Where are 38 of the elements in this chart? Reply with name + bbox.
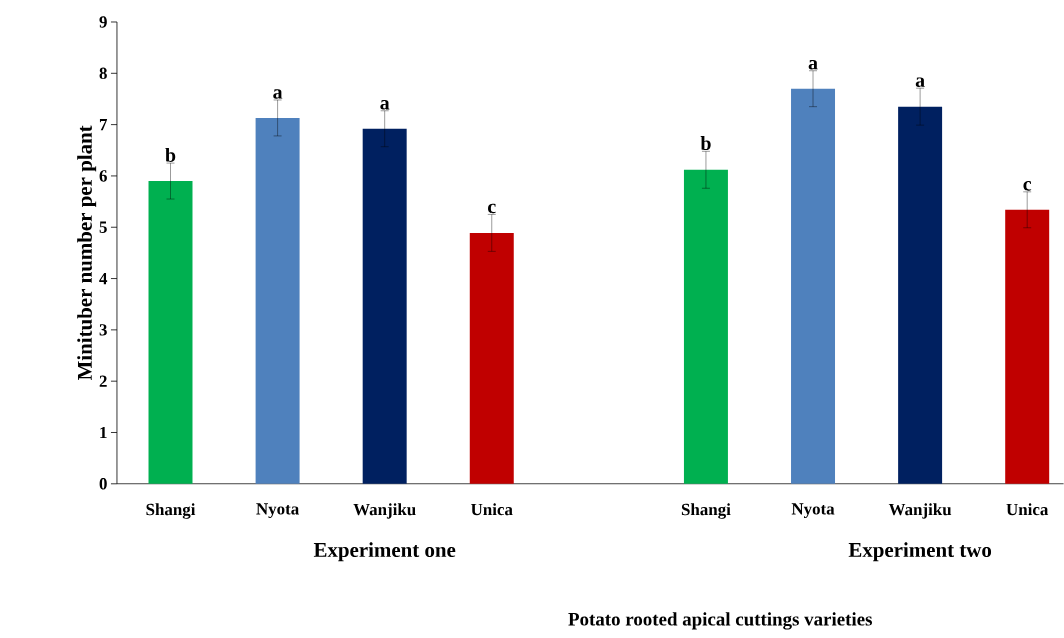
y-tick-label: 0 xyxy=(99,478,107,490)
bar xyxy=(1005,209,1050,484)
x-tick-label: Nyota xyxy=(256,503,299,519)
bar xyxy=(683,169,728,484)
bar xyxy=(791,88,836,484)
annotation: a xyxy=(808,60,818,70)
x-tick-label: Nyota xyxy=(791,503,835,519)
x-tick-label: Wanjiku xyxy=(353,503,416,519)
y-axis-title: Minituber number per plant xyxy=(77,125,97,381)
text: Experiment one xyxy=(313,542,456,562)
y-tick-label: 9 xyxy=(99,16,107,28)
annotation: a xyxy=(273,89,283,99)
bar xyxy=(255,118,300,484)
annotation: c xyxy=(488,203,496,214)
y-tick-label: 8 xyxy=(99,67,107,80)
y-tick-label: 1 xyxy=(100,427,107,439)
x-tick-label: Unica xyxy=(1006,503,1049,516)
annotation: a xyxy=(915,77,925,88)
y-tick-label: 7 xyxy=(99,119,108,131)
bar xyxy=(362,128,407,484)
text: Experiment two xyxy=(848,542,992,562)
bar xyxy=(469,233,514,484)
y-tick-label: 3 xyxy=(99,324,107,336)
annotation: b xyxy=(165,148,176,163)
y-tick-label: 6 xyxy=(99,170,107,182)
y-tick-label: 5 xyxy=(99,221,107,234)
y-tick-label: 2 xyxy=(99,375,107,387)
annotation: c xyxy=(1023,181,1032,191)
x-tick-label: Unica xyxy=(471,503,513,516)
x-tick-label: Shangi xyxy=(146,503,196,519)
bar xyxy=(898,106,943,484)
annotation: b xyxy=(700,136,711,151)
x-tick-label: Shangi xyxy=(681,503,731,519)
x-axis-title: Potato rooted apical cuttings varieties xyxy=(568,612,872,630)
annotation: a xyxy=(380,100,390,110)
y-tick-label: 4 xyxy=(99,273,108,285)
x-tick-label: Wanjiku xyxy=(888,503,952,519)
bar xyxy=(148,181,193,484)
